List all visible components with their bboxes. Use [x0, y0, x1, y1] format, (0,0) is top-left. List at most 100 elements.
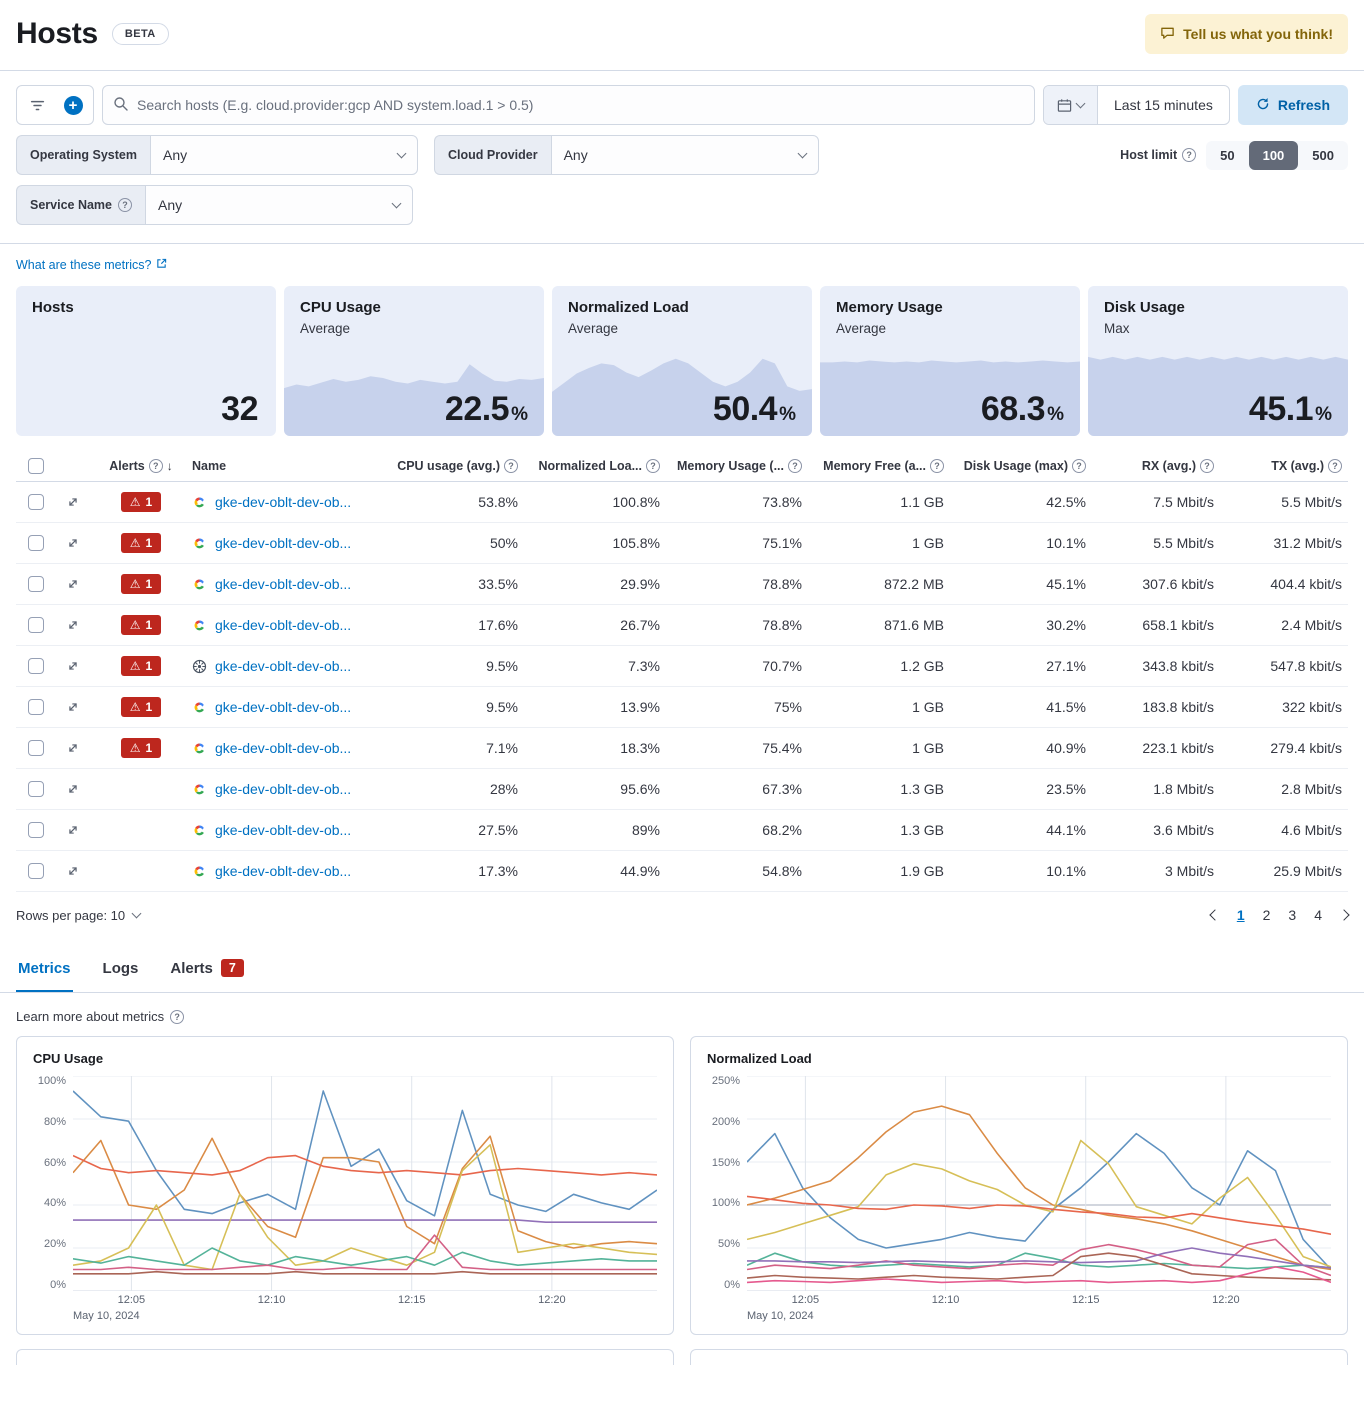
- gcp-cloud-icon: [192, 577, 207, 592]
- alert-badge[interactable]: ⚠ 1: [120, 492, 162, 512]
- page-1-button[interactable]: 1: [1236, 907, 1245, 923]
- refresh-button[interactable]: Refresh: [1237, 85, 1348, 125]
- host-limit-100-button[interactable]: 100: [1248, 140, 1299, 170]
- help-icon[interactable]: ?: [504, 459, 518, 473]
- column-header-normalized-load[interactable]: Normalized Loa...?: [524, 459, 666, 473]
- column-header-disk-usage[interactable]: Disk Usage (max)?: [950, 459, 1092, 473]
- rows-per-page-button[interactable]: Rows per page: 10: [16, 908, 142, 923]
- host-name-link[interactable]: gke-dev-oblt-dev-ob...: [215, 658, 352, 674]
- row-checkbox[interactable]: [28, 617, 44, 633]
- alert-badge[interactable]: ⚠ 1: [120, 574, 162, 594]
- help-icon[interactable]: ?: [1182, 148, 1197, 162]
- page-2-button[interactable]: 2: [1262, 907, 1271, 923]
- row-checkbox[interactable]: [28, 822, 44, 838]
- gcp-cloud-icon: [192, 495, 207, 510]
- row-checkbox[interactable]: [28, 494, 44, 510]
- host-name-link[interactable]: gke-dev-oblt-dev-ob...: [215, 535, 352, 551]
- kpi-card[interactable]: CPU Usage Average 22.5%: [284, 286, 544, 436]
- host-name-link[interactable]: gke-dev-oblt-dev-ob...: [215, 781, 352, 797]
- normalized-load-cell: 100.8%: [612, 494, 660, 510]
- previous-page-button[interactable]: [1209, 909, 1221, 921]
- line-chart[interactable]: [747, 1076, 1331, 1291]
- row-checkbox[interactable]: [28, 863, 44, 879]
- calendar-button[interactable]: [1044, 86, 1099, 124]
- operating-system-select[interactable]: Any: [149, 135, 418, 175]
- row-checkbox[interactable]: [28, 699, 44, 715]
- row-checkbox[interactable]: [28, 535, 44, 551]
- tab-logs[interactable]: Logs: [102, 959, 139, 977]
- column-header-cpu[interactable]: CPU usage (avg.)?: [384, 459, 524, 473]
- kpi-sparkline-chart: [284, 344, 544, 436]
- alert-badge[interactable]: ⚠ 1: [120, 656, 162, 676]
- host-limit-50-button[interactable]: 50: [1206, 141, 1248, 170]
- what-are-these-metrics-link[interactable]: What are these metrics?: [16, 258, 167, 272]
- cpu-usage-cell: 17.3%: [478, 863, 518, 879]
- expand-row-icon[interactable]: [66, 659, 80, 673]
- x-axis: 12:05 12:10 12:15 12:20: [73, 1294, 657, 1309]
- help-icon[interactable]: ?: [788, 459, 802, 473]
- expand-row-icon[interactable]: [66, 823, 80, 837]
- kpi-card[interactable]: Disk Usage Max 45.1%: [1088, 286, 1348, 436]
- page-4-button[interactable]: 4: [1314, 907, 1322, 923]
- column-header-tx[interactable]: TX (avg.)?: [1220, 459, 1348, 473]
- expand-row-icon[interactable]: [66, 700, 80, 714]
- learn-more-link[interactable]: Learn more about metrics: [16, 1009, 165, 1024]
- column-header-alerts[interactable]: Alerts? ↓: [109, 459, 173, 473]
- cloud-provider-select[interactable]: Any: [550, 135, 819, 175]
- service-name-select[interactable]: Any: [145, 185, 414, 225]
- help-icon[interactable]: ?: [1328, 459, 1342, 473]
- kpi-card[interactable]: Normalized Load Average 50.4%: [552, 286, 812, 436]
- alert-badge[interactable]: ⚠ 1: [120, 533, 162, 553]
- expand-row-icon[interactable]: [66, 864, 80, 878]
- host-name-link[interactable]: gke-dev-oblt-dev-ob...: [215, 494, 352, 510]
- alert-badge[interactable]: ⚠ 1: [120, 615, 162, 635]
- kpi-card[interactable]: Memory Usage Average 68.3%: [820, 286, 1080, 436]
- row-checkbox[interactable]: [28, 740, 44, 756]
- column-header-memory-free[interactable]: Memory Free (a...?: [808, 459, 950, 473]
- column-header-memory-usage[interactable]: Memory Usage (...?: [666, 459, 808, 473]
- help-icon[interactable]: ?: [148, 459, 163, 473]
- host-limit-500-button[interactable]: 500: [1298, 141, 1348, 170]
- host-name-link[interactable]: gke-dev-oblt-dev-ob...: [215, 740, 352, 756]
- help-icon[interactable]: ?: [118, 198, 133, 212]
- host-name-link[interactable]: gke-dev-oblt-dev-ob...: [215, 576, 352, 592]
- host-name-link[interactable]: gke-dev-oblt-dev-ob...: [215, 863, 352, 879]
- row-checkbox[interactable]: [28, 781, 44, 797]
- row-checkbox[interactable]: [28, 576, 44, 592]
- next-page-button[interactable]: [1338, 909, 1350, 921]
- expand-row-icon[interactable]: [66, 782, 80, 796]
- search-box[interactable]: [102, 85, 1036, 125]
- column-header-rx[interactable]: RX (avg.)?: [1092, 459, 1220, 473]
- alert-badge[interactable]: ⚠ 1: [120, 738, 162, 758]
- time-range-button[interactable]: Last 15 minutes: [1114, 97, 1213, 113]
- kpi-card[interactable]: Hosts 32: [16, 286, 276, 436]
- host-name-link[interactable]: gke-dev-oblt-dev-ob...: [215, 699, 352, 715]
- tab-metrics[interactable]: Metrics: [16, 947, 73, 992]
- alert-badge[interactable]: ⚠ 1: [120, 697, 162, 717]
- help-icon[interactable]: ?: [1200, 459, 1214, 473]
- cpu-usage-cell: 9.5%: [486, 658, 518, 674]
- tab-alerts[interactable]: Alerts 7: [168, 947, 245, 992]
- select-all-checkbox[interactable]: [28, 458, 44, 474]
- help-icon[interactable]: ?: [930, 459, 944, 473]
- expand-row-icon[interactable]: [66, 495, 80, 509]
- line-chart[interactable]: [73, 1076, 657, 1291]
- host-name-link[interactable]: gke-dev-oblt-dev-ob...: [215, 617, 352, 633]
- help-icon[interactable]: ?: [646, 459, 660, 473]
- filter-icon[interactable]: [19, 87, 55, 123]
- page-3-button[interactable]: 3: [1288, 907, 1297, 923]
- expand-row-icon[interactable]: [66, 577, 80, 591]
- host-name-link[interactable]: gke-dev-oblt-dev-ob...: [215, 822, 352, 838]
- feedback-button[interactable]: Tell us what you think!: [1145, 14, 1348, 54]
- plus-icon: +: [63, 95, 83, 115]
- refresh-icon: [1256, 97, 1270, 114]
- help-icon[interactable]: ?: [170, 1009, 185, 1024]
- expand-row-icon[interactable]: [66, 741, 80, 755]
- add-filter-button[interactable]: +: [55, 87, 91, 123]
- search-input[interactable]: [137, 97, 1025, 113]
- expand-row-icon[interactable]: [66, 536, 80, 550]
- column-header-name[interactable]: Name: [192, 459, 227, 473]
- help-icon[interactable]: ?: [1072, 459, 1086, 473]
- expand-row-icon[interactable]: [66, 618, 80, 632]
- row-checkbox[interactable]: [28, 658, 44, 674]
